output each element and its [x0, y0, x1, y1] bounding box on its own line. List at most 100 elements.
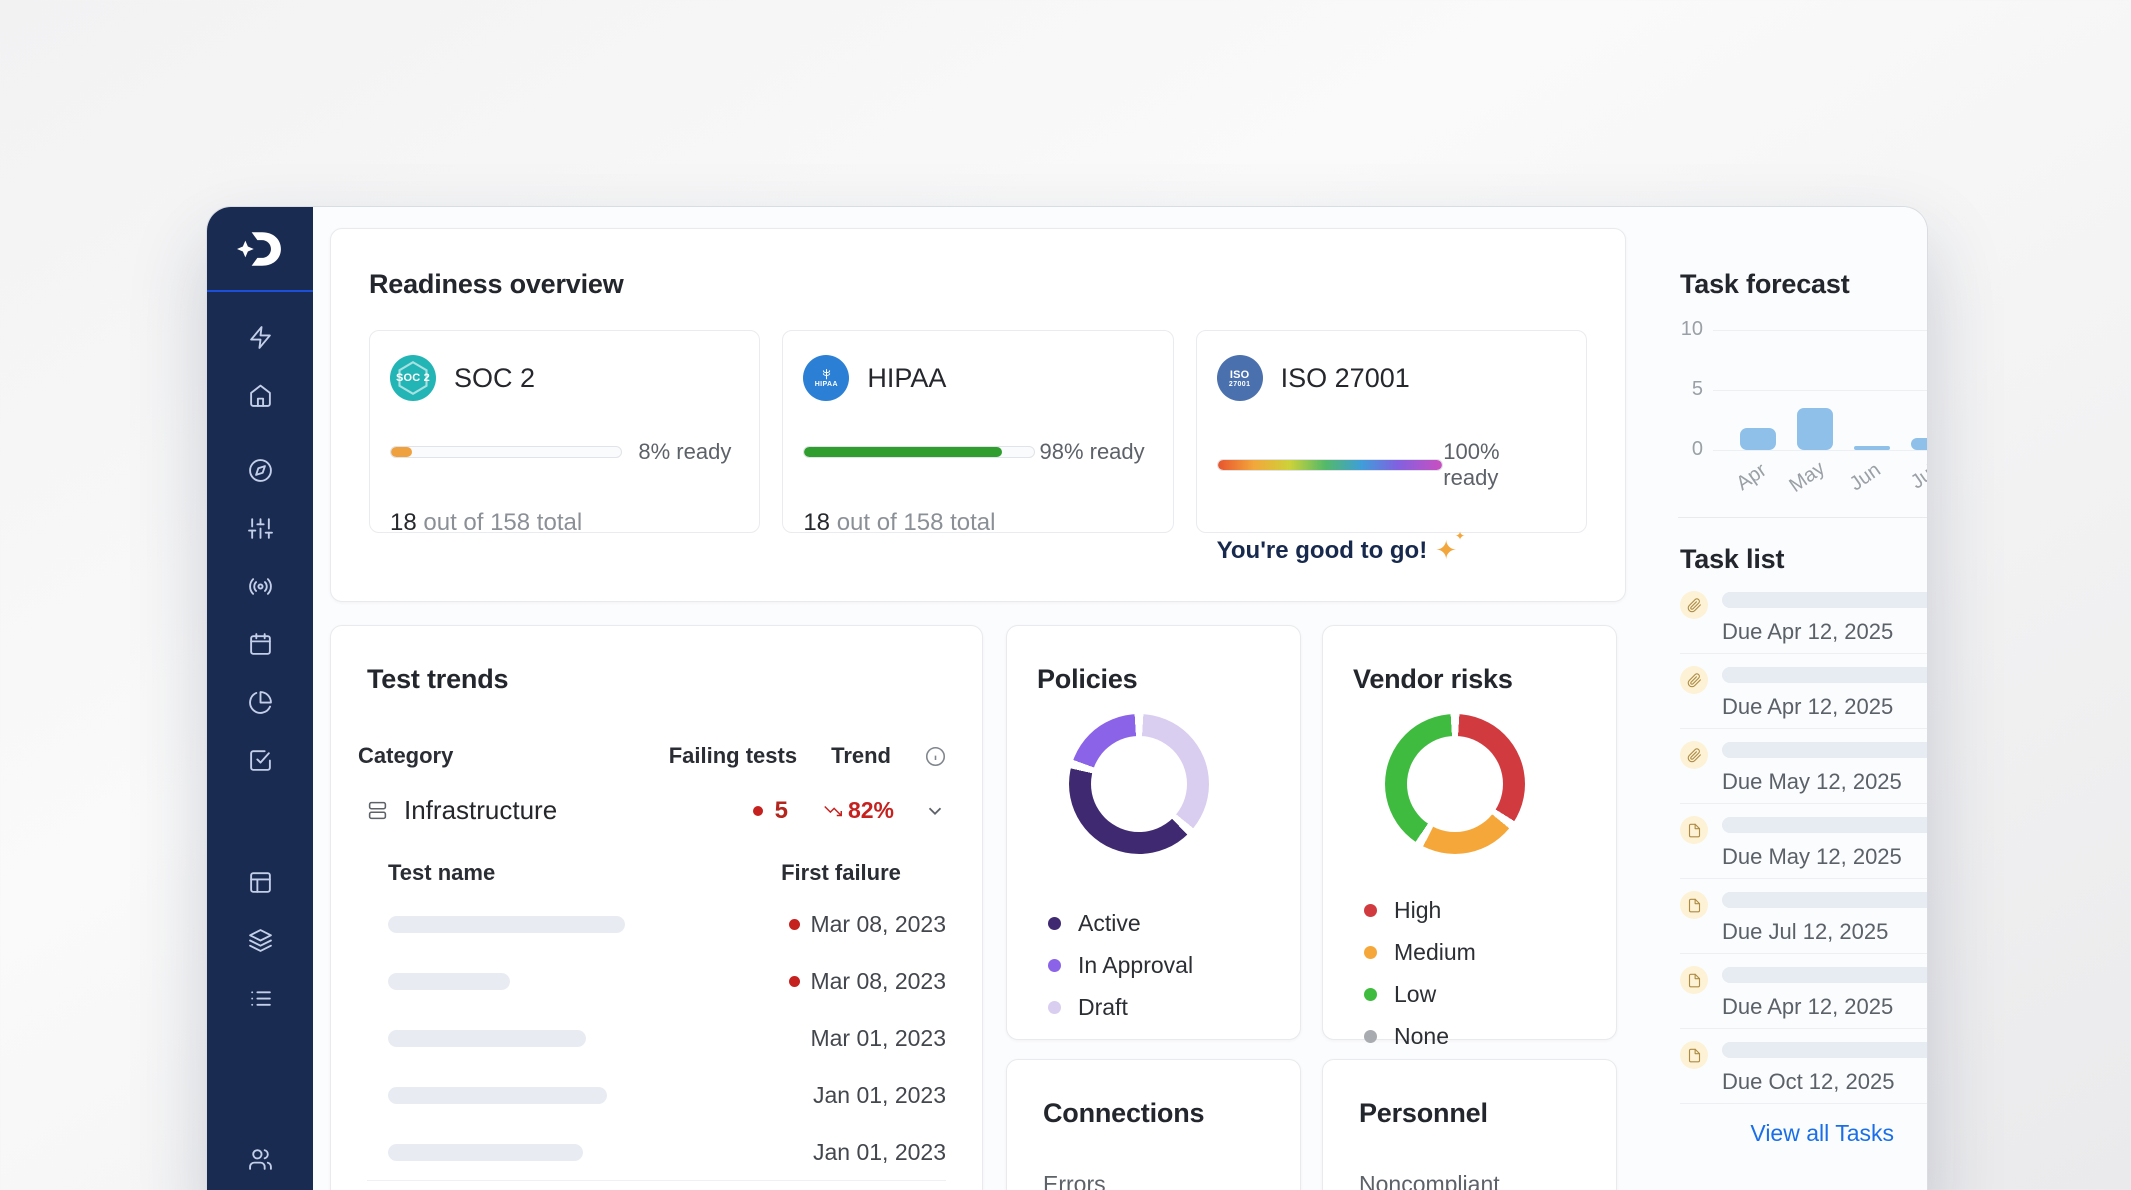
ready-label: 100% ready [1443, 439, 1500, 490]
policies-legend: Active In Approval Draft [1048, 910, 1193, 1021]
framework-card-iso27001[interactable]: ISO 27001 ISO 27001 100% ready You're go… [1195, 330, 1587, 565]
vendor-risks-donut-chart [1385, 714, 1525, 854]
failing-dot [789, 919, 801, 930]
sidebar-item-broadcast[interactable] [240, 566, 280, 606]
first-failure-date: Mar 01, 2023 [810, 1025, 946, 1051]
test-row[interactable]: Jan 01, 2023 [367, 1067, 946, 1124]
forecast-bar [1911, 438, 1927, 450]
task-list-item[interactable]: Due May 12, 2025 [1680, 729, 1927, 804]
sidebar-group-lower [240, 862, 280, 1018]
personnel-card: Personnel Noncompliant [1322, 1059, 1617, 1190]
footer-count: 18 [803, 509, 831, 536]
legend-dot [1364, 1030, 1377, 1043]
good-to-go-message: You're good to go! ✦ ✦ [1217, 529, 1558, 566]
badge-subtext: 27001 [1228, 380, 1251, 388]
column-category: Category [358, 743, 454, 768]
badge-text: ISO [1229, 368, 1250, 381]
legend-item-active: Active [1048, 910, 1193, 937]
view-all-tasks-link[interactable]: View all Tasks [1750, 1120, 1894, 1146]
framework-card-hipaa[interactable]: HIPAA HIPAA 98% ready 18 out of 158 tota… [782, 330, 1174, 536]
column-trend: Trend [831, 743, 891, 768]
ready-label: 8% ready [638, 439, 732, 464]
iso27001-badge-icon: ISO 27001 [1216, 355, 1263, 401]
legend-label: High [1394, 897, 1442, 923]
task-due-date: Due Apr 12, 2025 [1722, 994, 1894, 1019]
task-list-item[interactable]: Due Jul 12, 2025 [1680, 879, 1927, 954]
sidebar-group-middle [240, 450, 280, 780]
chevron-down-icon[interactable] [924, 800, 946, 822]
sidebar-item-pie-chart[interactable] [240, 682, 280, 722]
sidebar-item-list[interactable] [240, 978, 280, 1018]
sidebar-item-layout[interactable] [240, 862, 280, 902]
test-name-skeleton [388, 973, 510, 990]
test-row[interactable]: Jan 01, 2023 [367, 1124, 946, 1181]
framework-row: SOC 2 SOC 2 8% ready 18 out of 158 total [369, 330, 1587, 565]
sidebar-item-check-square[interactable] [240, 740, 280, 780]
gridline [1713, 390, 1927, 391]
drata-logo[interactable] [207, 207, 313, 292]
task-list-title: Task list [1680, 544, 1785, 574]
sidebar-item-home[interactable] [240, 375, 280, 415]
connections-errors-label: Errors [1043, 1171, 1106, 1190]
task-list-item[interactable]: Due Apr 12, 2025 [1680, 954, 1927, 1029]
test-trends-card: Test trends Category Failing tests Trend… [330, 625, 983, 1190]
main-content: Readiness overview SOC 2 SOC 2 [313, 207, 1927, 1190]
sidebar-item-layers[interactable] [240, 920, 280, 960]
gridline [1713, 330, 1927, 331]
test-name-skeleton [388, 1030, 587, 1047]
task-list-item[interactable]: Due Apr 12, 2025 [1680, 654, 1927, 729]
failing-count: 5 [774, 796, 788, 824]
task-title-skeleton [1722, 967, 1927, 983]
pie-chart-icon [248, 690, 272, 714]
test-row[interactable]: Mar 08, 2023 [367, 896, 946, 953]
progress-fill [391, 447, 412, 457]
gridline [1713, 450, 1927, 451]
column-first-failure: First failure [781, 860, 901, 885]
sliders-icon [247, 517, 273, 539]
failing-dot [789, 976, 801, 987]
paperclip-icon [1680, 741, 1708, 769]
policies-donut-chart [1069, 714, 1209, 854]
file-icon [1680, 891, 1708, 919]
sidebar-item-users[interactable] [240, 1139, 280, 1179]
framework-name: SOC 2 [454, 362, 536, 393]
connections-card: Connections Errors [1006, 1059, 1301, 1190]
first-failure-date: Jan 01, 2023 [812, 1082, 946, 1108]
check-square-icon [249, 749, 271, 771]
framework-card-soc2[interactable]: SOC 2 SOC 2 8% ready 18 out of 158 total [369, 330, 761, 536]
donut-hole [1407, 736, 1503, 832]
test-row[interactable]: Mar 08, 2023 [367, 953, 946, 1010]
task-title-skeleton [1722, 742, 1927, 758]
task-due-date: Due May 12, 2025 [1722, 769, 1902, 794]
task-due-date: Due May 12, 2025 [1722, 844, 1902, 869]
forecast-bar [1740, 428, 1776, 450]
info-icon[interactable] [925, 746, 946, 767]
task-title-skeleton [1722, 1042, 1927, 1058]
sidebar-item-zap[interactable] [240, 317, 280, 357]
task-list-item[interactable]: Due Apr 12, 2025 [1680, 579, 1927, 654]
donut-hole [1091, 736, 1187, 832]
task-due-date: Due Oct 12, 2025 [1722, 1069, 1895, 1094]
right-panel: Task forecast 0 5 10 Apr May Jun Jul Task list… [1663, 207, 1927, 1190]
legend-item-none: None [1364, 1023, 1476, 1050]
task-list-item[interactable]: Due Oct 12, 2025 [1680, 1029, 1927, 1104]
sidebar-item-sliders[interactable] [240, 508, 280, 548]
framework-name: ISO 27001 [1280, 362, 1410, 393]
test-name-skeleton [388, 1087, 608, 1104]
app-window: Readiness overview SOC 2 SOC 2 [207, 207, 1927, 1190]
category-row-infrastructure[interactable]: Infrastructure 5 82% [367, 795, 946, 826]
first-failure-date: Mar 08, 2023 [810, 968, 946, 994]
compass-icon [248, 458, 272, 482]
first-failure-date: Jan 01, 2023 [812, 1138, 946, 1165]
legend-item-draft: Draft [1048, 994, 1193, 1021]
test-row[interactable]: Mar 01, 2023 [367, 1010, 946, 1067]
failing-dot [752, 805, 763, 816]
task-list-item[interactable]: Due May 12, 2025 [1680, 804, 1927, 879]
sidebar-item-compass[interactable] [240, 450, 280, 490]
sidebar-item-calendar[interactable] [240, 624, 280, 664]
sparkle-icon: ✦ ✦ [1435, 529, 1466, 565]
paperclip-icon [1680, 666, 1708, 694]
task-title-skeleton [1722, 817, 1927, 833]
x-tick-label: Jun [1845, 458, 1885, 496]
